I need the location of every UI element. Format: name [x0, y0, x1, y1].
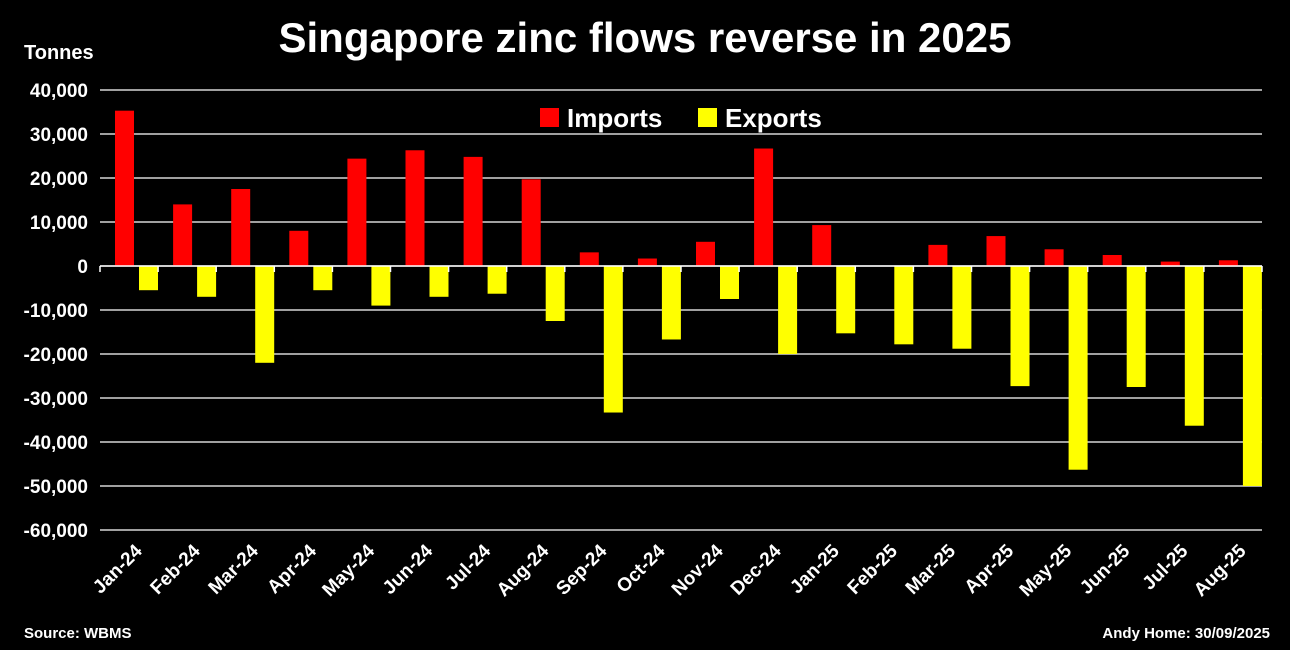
x-tick-label: Jan-24 — [89, 540, 147, 598]
exports-bar — [894, 266, 914, 345]
imports-bar — [696, 241, 715, 266]
imports-bar — [1044, 249, 1064, 266]
exports-bar — [778, 266, 798, 354]
exports-bar — [313, 266, 333, 291]
exports-bar — [197, 266, 217, 297]
credit-note: Andy Home: 30/09/2025 — [1102, 625, 1270, 642]
chart-title: Singapore zinc flows reverse in 2025 — [278, 14, 1012, 61]
y-axis-label: Tonnes — [24, 42, 94, 64]
exports-bar — [139, 266, 158, 291]
imports-bar — [521, 179, 541, 266]
legend-label-imports: Imports — [567, 103, 662, 133]
x-tick-label: Feb-25 — [844, 540, 902, 598]
imports-bar — [1160, 261, 1180, 266]
y-tick-label: 0 — [77, 257, 88, 278]
legend-swatch-exports — [698, 108, 717, 127]
imports-bar — [1218, 260, 1238, 266]
exports-bar — [371, 266, 391, 306]
imports-bar — [289, 230, 309, 266]
imports-bar — [812, 225, 832, 266]
imports-bar — [463, 156, 483, 266]
exports-bar — [952, 266, 972, 349]
x-tick-label: Dec-24 — [727, 540, 786, 599]
exports-bar — [1126, 266, 1146, 387]
exports-bar — [487, 266, 507, 294]
x-tick-label: Jun-25 — [1076, 540, 1134, 598]
imports-bar — [173, 204, 193, 266]
imports-bar — [637, 258, 657, 266]
imports-bar — [928, 244, 948, 266]
y-tick-label: -10,000 — [24, 301, 88, 322]
exports-bar — [1068, 266, 1088, 470]
exports-bar — [1242, 266, 1262, 486]
x-tick-label: Jan-25 — [786, 540, 844, 598]
x-tick-label: Apr-25 — [961, 540, 1019, 598]
x-tick-label: Aug-24 — [493, 540, 554, 601]
y-tick-label: 10,000 — [30, 213, 88, 234]
imports-bar — [347, 158, 367, 266]
x-tick-label: Sep-24 — [552, 540, 611, 599]
imports-bar — [115, 110, 134, 267]
x-tick-label: Aug-25 — [1190, 540, 1251, 601]
y-tick-label: 30,000 — [30, 125, 88, 146]
y-tick-label: -50,000 — [24, 477, 88, 498]
legend-swatch-imports — [540, 108, 559, 127]
exports-bar — [720, 266, 739, 299]
y-tick-label: -20,000 — [24, 345, 88, 366]
y-tick-label: 20,000 — [30, 169, 88, 190]
exports-bar — [661, 266, 681, 340]
imports-bar — [986, 236, 1006, 266]
exports-bar — [429, 266, 449, 297]
x-tick-label: Apr-24 — [263, 540, 321, 598]
x-tick-label: Mar-24 — [205, 540, 263, 598]
source-note: Source: WBMS — [24, 625, 132, 642]
exports-bar — [1184, 266, 1204, 426]
exports-bar — [255, 266, 275, 363]
imports-bar — [231, 189, 251, 266]
legend-label-exports: Exports — [725, 103, 822, 133]
y-tick-label: -30,000 — [24, 389, 88, 410]
x-tick-label: May-25 — [1016, 540, 1077, 601]
y-tick-label: 40,000 — [30, 81, 88, 102]
x-tick-label: Mar-25 — [902, 540, 960, 598]
exports-bar — [836, 266, 856, 334]
x-tick-label: Jul-24 — [442, 540, 496, 594]
x-tick-label: May-24 — [319, 540, 380, 601]
exports-bar — [1010, 266, 1030, 387]
y-tick-label: -60,000 — [24, 521, 88, 542]
imports-bar — [405, 150, 425, 266]
imports-bar — [754, 148, 774, 266]
x-tick-label: Jul-25 — [1139, 540, 1193, 594]
x-tick-label: Feb-24 — [147, 540, 205, 598]
x-tick-label: Jun-24 — [379, 540, 437, 598]
x-tick-label: Oct-24 — [613, 540, 670, 597]
imports-bar — [579, 252, 599, 266]
imports-bar — [1102, 255, 1122, 266]
y-tick-label: -40,000 — [24, 433, 88, 454]
exports-bar — [545, 266, 565, 321]
exports-bar — [603, 266, 623, 413]
x-tick-label: Nov-24 — [668, 540, 728, 600]
